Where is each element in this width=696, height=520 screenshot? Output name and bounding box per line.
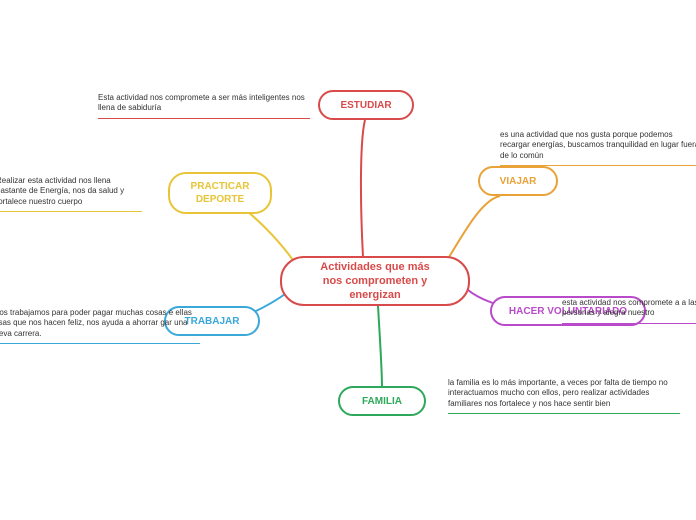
- desc-deporte: Realizar esta actividad nos llena bastan…: [0, 176, 142, 212]
- desc-voluntariado: esta actividad nos compromete a a las de…: [562, 298, 696, 324]
- desc-viajar: es una actividad que nos gusta porque po…: [500, 130, 696, 166]
- node-deporte: PRACTICAR DEPORTE: [168, 172, 272, 214]
- center-node: Actividades que más nos comprometen y en…: [280, 256, 470, 306]
- node-estudiar: ESTUDIAR: [318, 90, 414, 120]
- desc-estudiar: Esta actividad nos compromete a ser más …: [98, 93, 310, 119]
- connector-familia: [378, 306, 382, 387]
- desc-familia: la familia es lo más importante, a veces…: [448, 378, 680, 414]
- desc-trabajar: otros trabajamos para poder pagar muchas…: [0, 308, 200, 344]
- node-familia: FAMILIA: [338, 386, 426, 416]
- connector-estudiar: [361, 120, 365, 257]
- node-viajar: VIAJAR: [478, 166, 558, 196]
